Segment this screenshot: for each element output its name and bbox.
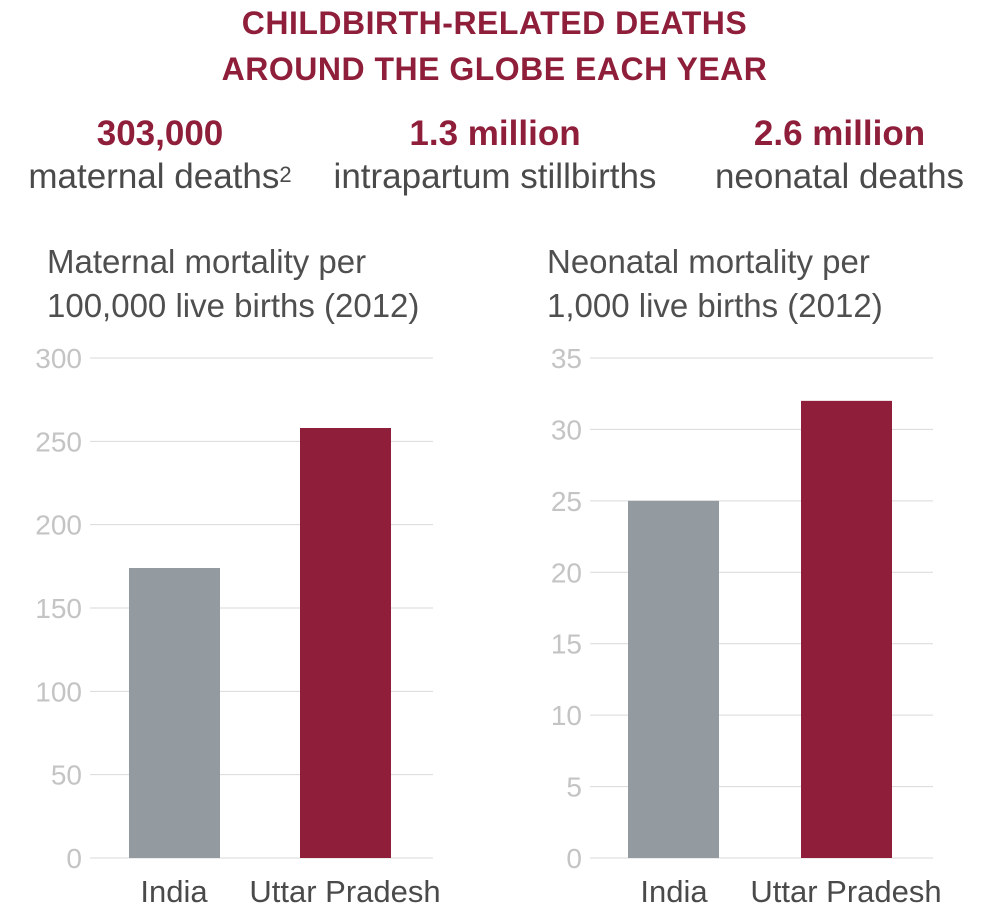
maternal-y-tick-label: 200 [35,510,82,541]
neonatal-y-tick-label: 5 [566,772,582,803]
neonatal-bar-uttar-pradesh [801,400,892,858]
stat-intrapartum-stillbirths: 1.3 million intrapartum stillbirths [310,112,680,198]
neonatal-y-tick-label: 10 [551,700,582,731]
maternal-y-tick-label: 250 [35,426,82,457]
maternal-y-tick-label: 100 [35,676,82,707]
maternal-y-tick-label: 150 [35,593,82,624]
stat-number: 303,000 [96,114,224,153]
footnote-marker: 2 [279,162,292,187]
page-title-line1: CHILDBIRTH-RELATED DEATHS [241,5,748,41]
neonatal-mortality-chart: 0 5 10 15 20 25 30 35 India Uttar Pradesh [551,343,942,905]
stat-maternal-deaths: 303,000 maternal deaths2 [0,112,320,198]
stat-label-text: maternal deaths [28,157,280,196]
maternal-chart-title: Maternal mortality per 100,000 live birt… [47,240,419,328]
maternal-mortality-chart: 0 50 100 150 200 250 300 India Uttar Pradesh [35,343,440,905]
stat-neonatal-deaths: 2.6 million neonatal deaths [690,112,989,198]
page-title: CHILDBIRTH-RELATED DEATHS AROUND THE GLO… [0,0,989,92]
neonatal-y-tick-label: 35 [551,343,582,374]
neonatal-category-label: Uttar Pradesh [750,874,941,905]
neonatal-bar-india [628,500,719,858]
maternal-category-label: Uttar Pradesh [249,874,440,905]
maternal-y-tick-label: 300 [35,343,82,374]
maternal-y-tick-label: 50 [51,760,82,791]
stat-label: neonatal deaths [714,157,965,196]
neonatal-y-tick-label: 0 [566,843,582,874]
neonatal-y-tick-label: 15 [551,629,582,660]
stat-label: maternal deaths2 [0,156,320,198]
page-title-line2: AROUND THE GLOBE EACH YEAR [221,51,768,87]
neonatal-chart-title-line2: 1,000 live births (2012) [547,287,883,324]
neonatal-y-tick-label: 20 [551,557,582,588]
stat-label: intrapartum stillbirths [333,157,657,196]
maternal-chart-title-line1: Maternal mortality per [47,243,367,280]
neonatal-chart-title-line1: Neonatal mortality per [547,243,870,280]
maternal-category-label: India [140,874,208,905]
neonatal-y-tick-label: 25 [551,486,582,517]
neonatal-category-label: India [640,874,708,905]
maternal-bar-uttar-pradesh [300,428,391,858]
maternal-y-tick-label: 0 [66,843,82,874]
stat-number: 2.6 million [753,114,926,153]
maternal-bar-india [129,568,220,858]
neonatal-y-tick-label: 30 [551,414,582,445]
maternal-chart-title-line2: 100,000 live births (2012) [47,287,420,324]
stat-number: 1.3 million [409,114,581,153]
neonatal-chart-title: Neonatal mortality per 1,000 live births… [547,240,883,328]
